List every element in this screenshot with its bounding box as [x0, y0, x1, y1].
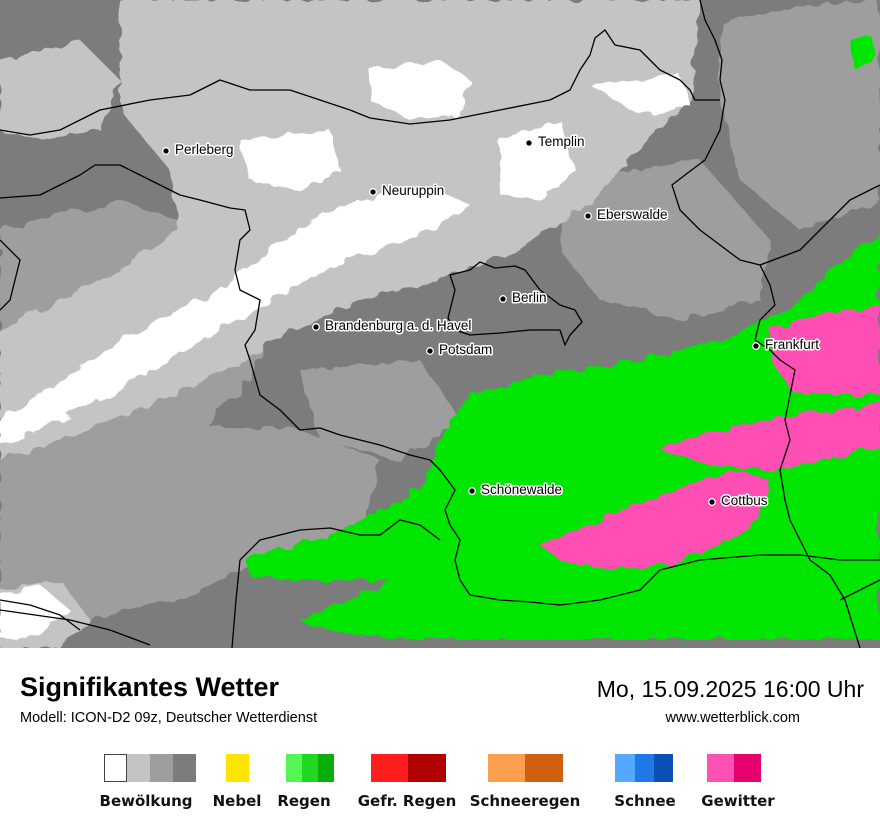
- legend-swatch: [707, 754, 734, 782]
- legend-freezing-rain: Gefr. Regen: [358, 754, 456, 810]
- legend-fog: Nebel: [213, 754, 261, 810]
- political-borders: [0, 0, 880, 648]
- legend-label: Nebel: [212, 792, 262, 810]
- legend-swatch: [104, 754, 127, 782]
- legend-swatch: [525, 754, 563, 782]
- clear-sky-areas: [0, 60, 690, 640]
- legend-swatch: [226, 754, 249, 782]
- legend-swatches: [286, 754, 334, 782]
- legend-swatch: [654, 754, 673, 782]
- weather-map: Perleberg Templin Neuruppin Eberswalde B…: [0, 0, 880, 648]
- legend-thunderstorm: Gewitter: [701, 754, 775, 810]
- legend-rain: Regen: [277, 754, 334, 810]
- website-link[interactable]: www.wetterblick.com: [665, 710, 800, 726]
- city-label: Frankfurt: [765, 337, 819, 352]
- legend-swatch: [302, 754, 318, 782]
- city-label: Templin: [538, 134, 585, 149]
- city-perleberg: Perleberg: [162, 141, 235, 159]
- legend-swatch: [488, 754, 525, 782]
- legend-swatch: [615, 754, 635, 782]
- map-footer: Signifikantes Wetter Modell: ICON-D2 09z…: [0, 648, 880, 830]
- thunderstorm-area: [540, 305, 880, 570]
- legend-swatch: [408, 754, 446, 782]
- legend-label: Bewölkung: [99, 792, 193, 810]
- legend-label: Schneeregen: [469, 792, 581, 810]
- legend-swatches: [488, 754, 563, 782]
- city-schoenewalde: Schönewalde: [468, 481, 564, 499]
- city-label: Eberswalde: [597, 207, 668, 222]
- legend-swatches: [615, 754, 673, 782]
- city-frankfurt: Frankfurt: [752, 336, 821, 354]
- forecast-datetime: Mo, 15.09.2025 16:00 Uhr: [596, 676, 864, 702]
- legend-label: Gewitter: [701, 792, 775, 810]
- legend-swatch: [286, 754, 302, 782]
- city-potsdam: Potsdam: [426, 341, 494, 359]
- model-info: Modell: ICON-D2 09z, Deutscher Wetterdie…: [20, 710, 318, 726]
- city-eberswalde: Eberswalde: [584, 206, 669, 224]
- city-label: Potsdam: [439, 342, 492, 357]
- map-title: Signifikantes Wetter: [20, 672, 280, 702]
- city-cottbus: Cottbus: [708, 492, 769, 510]
- legend-swatch: [635, 754, 654, 782]
- city-berlin: Berlin: [499, 289, 548, 307]
- legend-swatch: [173, 754, 196, 782]
- legend-swatches: [371, 754, 446, 782]
- city-label: Berlin: [512, 290, 547, 305]
- legend-swatch: [371, 754, 408, 782]
- city-label: Neuruppin: [382, 183, 444, 198]
- city-label: Schönewalde: [481, 482, 562, 497]
- legend-swatch: [734, 754, 761, 782]
- legend-cloud: Bewölkung: [100, 754, 196, 810]
- legend-label: Regen: [277, 792, 331, 810]
- legend-swatches: [226, 754, 249, 782]
- legend-swatches: [104, 754, 196, 782]
- legend-swatches: [707, 754, 761, 782]
- city-brandenburg: Brandenburg a. d. Havel: [312, 317, 473, 335]
- legend-swatch: [127, 754, 150, 782]
- weather-map-canvas: Perleberg Templin Neuruppin Eberswalde B…: [0, 0, 880, 648]
- city-label: Brandenburg a. d. Havel: [325, 318, 471, 333]
- legend-snow: Schnee: [614, 754, 676, 810]
- city-markers: Perleberg Templin Neuruppin Eberswalde B…: [162, 133, 821, 510]
- city-neuruppin: Neuruppin: [369, 182, 446, 200]
- legend-label: Schnee: [614, 792, 676, 810]
- legend-swatch: [318, 754, 334, 782]
- city-label: Cottbus: [721, 493, 768, 508]
- legend-label: Gefr. Regen: [357, 792, 457, 810]
- city-templin: Templin: [525, 133, 586, 151]
- legend-swatch: [150, 754, 173, 782]
- city-label: Perleberg: [175, 142, 234, 157]
- legend-sleet: Schneeregen: [470, 754, 580, 810]
